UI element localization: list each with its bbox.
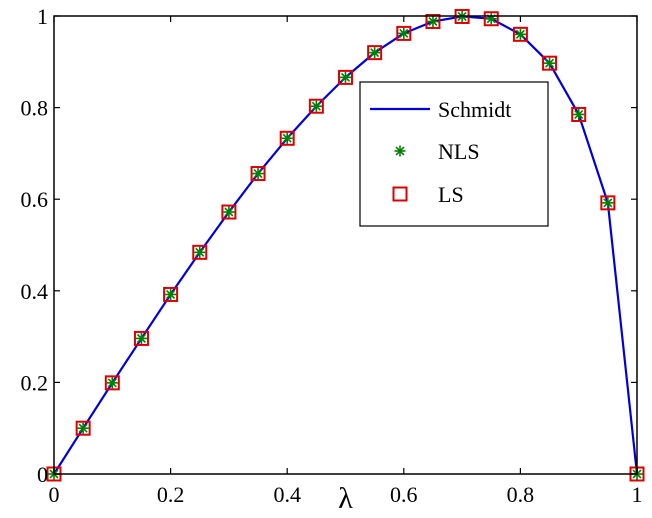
y-tick-label: 1 xyxy=(37,4,48,29)
series-nls xyxy=(49,11,643,480)
data-point xyxy=(136,333,147,344)
x-tick-label: 1 xyxy=(632,482,643,507)
series-line xyxy=(54,16,637,474)
data-point xyxy=(223,207,234,218)
legend-asterisk-marker xyxy=(395,146,406,157)
x-axis-label: λ xyxy=(338,482,353,515)
x-tick-label: 0 xyxy=(49,482,60,507)
legend: Schmidt NLS LS xyxy=(360,82,548,226)
x-tick-label: 0.4 xyxy=(273,482,301,507)
y-tick-label: 0 xyxy=(37,462,48,487)
data-point xyxy=(340,72,351,83)
data-point xyxy=(369,47,380,58)
y-tick-label: 0.4 xyxy=(21,279,49,304)
data-point xyxy=(165,289,176,300)
data-point xyxy=(544,58,555,69)
data-point xyxy=(427,16,438,27)
y-tick-label: 0.6 xyxy=(21,187,49,212)
data-point xyxy=(282,133,293,144)
data-point xyxy=(573,109,584,120)
axis-ticks: 0 0.2 0.4 0.6 0.8 1 0 0.2 0.4 0.6 0.8 1 xyxy=(21,4,643,507)
data-point xyxy=(486,13,497,24)
data-point xyxy=(311,101,322,112)
data-point xyxy=(107,377,118,388)
data-point xyxy=(515,29,526,40)
y-tick-label: 0.2 xyxy=(21,370,49,395)
x-tick-label: 0.6 xyxy=(390,482,418,507)
legend-label: Schmidt xyxy=(438,97,511,122)
legend-label: NLS xyxy=(438,139,480,164)
data-point xyxy=(253,168,264,179)
data-point xyxy=(194,247,205,258)
x-tick-label: 0.8 xyxy=(507,482,535,507)
data-point xyxy=(602,197,613,208)
data-point xyxy=(398,28,409,39)
data-point xyxy=(78,423,89,434)
series-schmidt xyxy=(54,16,637,474)
y-tick-label: 0.8 xyxy=(21,96,49,121)
x-tick-label: 0.2 xyxy=(157,482,185,507)
legend-label: LS xyxy=(438,182,464,207)
plot-marks xyxy=(48,10,644,481)
